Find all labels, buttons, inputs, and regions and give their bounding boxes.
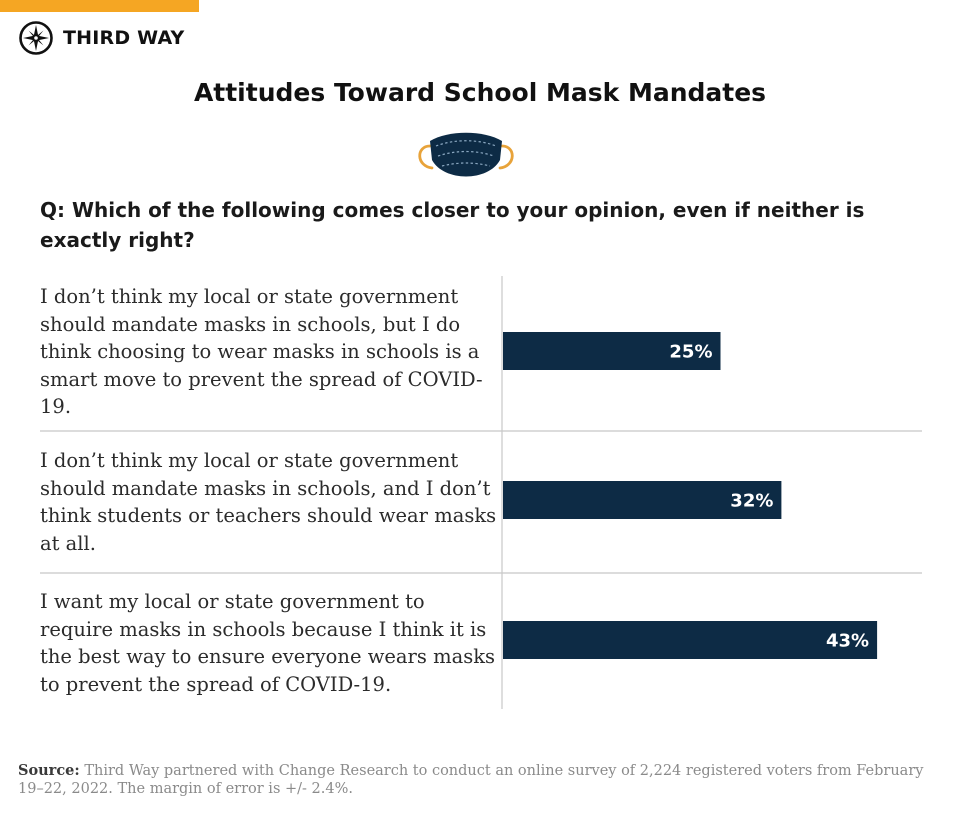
category-label: I don’t think my local or state governme… [40,285,483,418]
bar-value-label: 25% [669,342,712,363]
category-label: I want my local or state government to r… [40,590,496,696]
chart-title: Attitudes Toward School Mask Mandates [193,78,767,107]
bar-series: 25% 32% 43% [503,332,878,659]
bar-value-label: 43% [826,631,869,652]
compass-star-icon [19,21,53,55]
top-accent-bar [0,0,199,12]
source-text: Third Way partnered with Change Research… [18,763,924,797]
bar-value-label: 32% [730,491,773,512]
category-label: I don’t think my local or state governme… [40,449,497,555]
survey-question: Q: Which of the following comes closer t… [40,198,865,252]
face-mask-icon [418,132,514,177]
bar-0 [503,332,721,370]
source-label: Source: [18,762,80,779]
bar-2 [503,621,878,659]
bar-1 [503,481,782,519]
brand-name: THIRD WAY [63,27,185,49]
source-note: Source: Third Way partnered with Change … [18,762,938,798]
third-way-logo: THIRD WAY [18,20,185,56]
